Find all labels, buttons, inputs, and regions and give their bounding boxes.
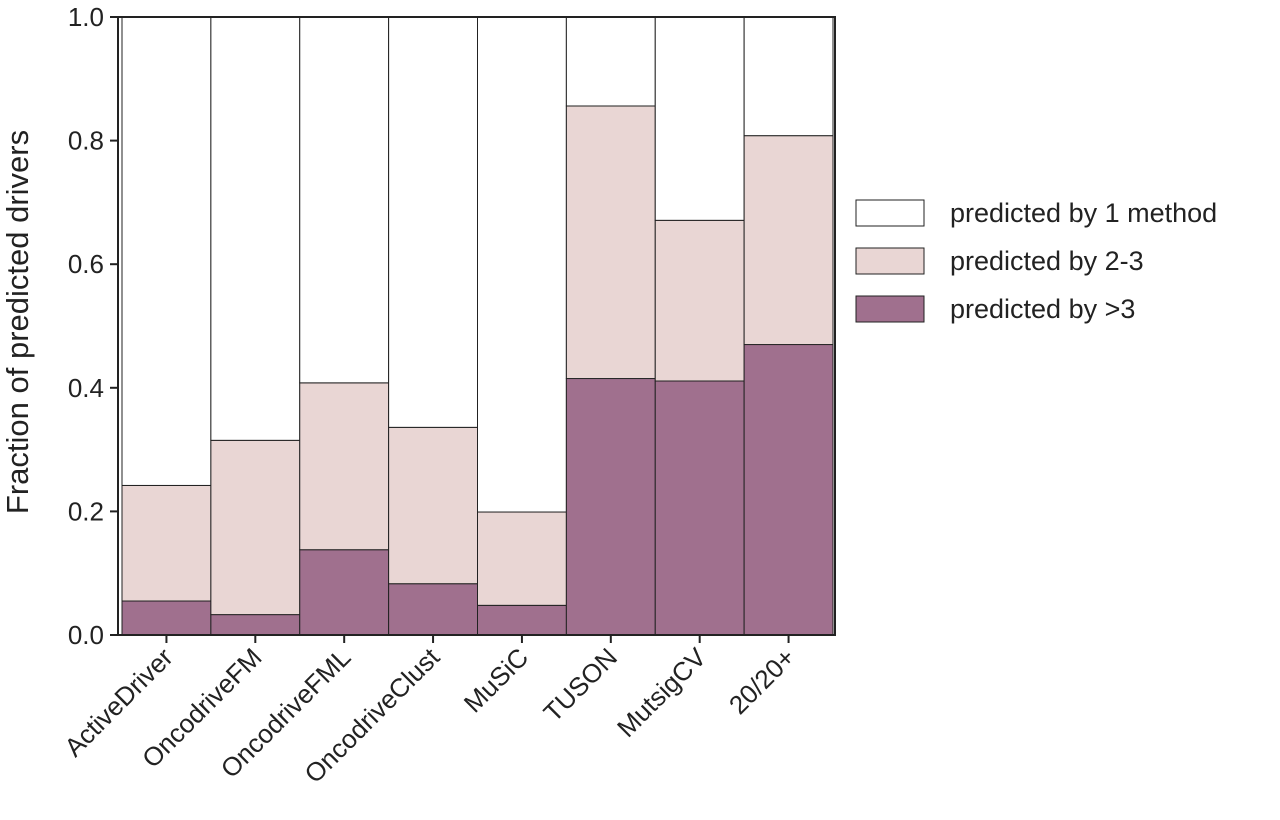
x-tick-label: MutsigCV	[611, 642, 712, 743]
bar-segment-oncodrivefml-series-1	[299, 382, 390, 551]
y-axis: 0.0 0.2 0.4 0.6 0.8 1.0	[68, 2, 118, 650]
bar-segment-oncodriveclust-series-0	[388, 583, 478, 636]
legend-swatch	[855, 247, 925, 275]
legend-swatch	[855, 295, 925, 323]
legend-label: predicted by 1 method	[950, 198, 1217, 228]
bar-segment-music-series-2	[477, 16, 567, 513]
bar-segment-activedriver-series-2	[121, 16, 212, 486]
bar-segment-oncodrivefm-series-2	[210, 16, 301, 441]
y-tick-label: 0.4	[68, 373, 104, 403]
x-tick-label: TUSON	[537, 642, 623, 728]
y-axis-title: Fraction of predicted drivers	[0, 130, 35, 514]
bar-segment-tuson-series-1	[565, 105, 656, 380]
bar-segment-20-20--series-0	[743, 344, 834, 636]
bar-segment-music-series-0	[477, 604, 567, 636]
x-axis: ActiveDriverOncodriveFMOncodriveFMLOncod…	[58, 635, 801, 789]
y-tick-label: 0.2	[68, 496, 104, 526]
bar-segment-oncodrivefm-series-1	[210, 439, 301, 616]
bars-group	[121, 16, 834, 636]
bar-segment-activedriver-series-0	[121, 600, 212, 636]
plot-frame	[117, 16, 836, 636]
bar-segment-mutsigcv-series-0	[654, 380, 745, 636]
bar-segment-20-20--series-2	[743, 16, 834, 137]
x-tick-label: 20/20+	[723, 642, 801, 720]
legend-label: predicted by 2-3	[950, 246, 1144, 276]
bar-segment-oncodrivefml-series-0	[299, 549, 390, 636]
legend: predicted by 1 method predicted by 2-3 pre…	[855, 198, 1217, 324]
y-tick-label: 0.0	[68, 620, 104, 650]
bar-segment-20-20--series-1	[743, 135, 834, 346]
y-tick-label: 0.8	[68, 126, 104, 156]
y-tick-label: 1.0	[68, 2, 104, 32]
bar-segment-mutsigcv-series-2	[654, 16, 745, 221]
legend-label: predicted by >3	[950, 294, 1135, 324]
bar-segment-music-series-1	[477, 511, 567, 606]
bar-segment-oncodriveclust-series-2	[388, 16, 478, 428]
bar-segment-activedriver-series-1	[121, 484, 212, 602]
bar-segment-oncodrivefml-series-2	[299, 16, 390, 384]
bar-segment-oncodrivefm-series-0	[210, 614, 301, 636]
x-tick-label: MuSiC	[458, 642, 534, 718]
bar-segment-mutsigcv-series-1	[654, 219, 745, 382]
bar-segment-oncodriveclust-series-1	[388, 426, 478, 585]
bar-segment-tuson-series-0	[565, 378, 656, 636]
bar-segment-tuson-series-2	[565, 16, 656, 107]
legend-swatch	[855, 199, 925, 227]
y-tick-label: 0.6	[68, 249, 104, 279]
